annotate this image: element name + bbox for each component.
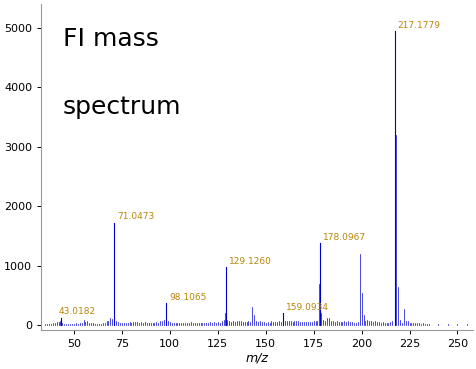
- Text: 178.0967: 178.0967: [322, 233, 365, 242]
- Text: 98.1065: 98.1065: [169, 293, 206, 302]
- Text: 71.0473: 71.0473: [117, 212, 154, 221]
- X-axis label: m/z: m/z: [245, 352, 268, 365]
- Text: spectrum: spectrum: [63, 96, 181, 120]
- Text: 43.0182: 43.0182: [59, 307, 96, 316]
- Text: 129.1260: 129.1260: [228, 256, 271, 266]
- Text: 159.0934: 159.0934: [286, 303, 328, 312]
- Text: 217.1779: 217.1779: [397, 21, 439, 30]
- Text: FI mass: FI mass: [63, 27, 159, 51]
